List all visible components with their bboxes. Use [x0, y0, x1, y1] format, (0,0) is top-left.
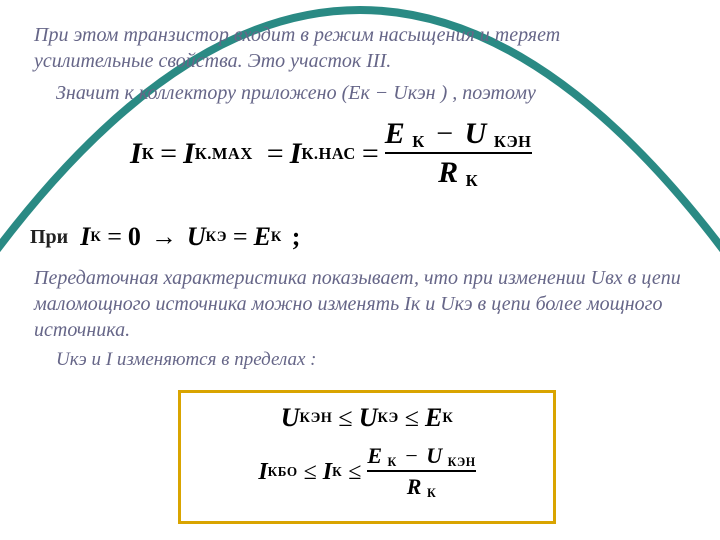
- numerator-2: E К − U КЭН: [367, 443, 475, 470]
- sub-kzn-b1: КЭН: [300, 410, 333, 427]
- sym-I-b2: I: [323, 459, 332, 486]
- sub-kzn-b2: КЭН: [448, 455, 476, 469]
- sym-U-pri: U: [187, 222, 206, 252]
- voltage-inequality: U КЭН ≤ U КЭ ≤ E К: [181, 403, 553, 433]
- sub-k-b4: К: [427, 486, 436, 500]
- sym-I-b1: I: [258, 459, 267, 486]
- transfer-char-text: Передаточная характеристика показывает, …: [34, 265, 694, 343]
- le-4: ≤: [342, 459, 367, 486]
- sym-U: U: [465, 117, 487, 150]
- sub-kmax: К.МАХ: [195, 144, 253, 164]
- sub-k-pri: К: [90, 229, 101, 246]
- fraction-2: E К − U КЭН R К: [367, 443, 475, 501]
- le-1: ≤: [332, 403, 358, 433]
- sym-E: E: [385, 117, 405, 150]
- sym-R-b1: R: [407, 474, 422, 499]
- fraction-1: E К − U КЭН R К: [385, 117, 532, 191]
- eq-2: =: [253, 137, 290, 171]
- eq-1: =: [154, 137, 183, 171]
- pri-label: При: [30, 226, 68, 249]
- sub-k-b3: К: [388, 455, 397, 469]
- canvas: При этом транзистор входит в режим насыщ…: [0, 0, 720, 540]
- sym-U-b3: U: [426, 443, 442, 468]
- sub-k-R: К: [466, 171, 478, 190]
- zero: 0: [128, 222, 141, 252]
- sub-k-b2: К: [332, 464, 342, 480]
- denominator-1: R К: [385, 152, 532, 191]
- sub-k-pri-E: К: [271, 229, 282, 246]
- sub-k-1: К: [142, 144, 154, 164]
- sym-I-3: I: [290, 137, 302, 171]
- eq-3: =: [356, 137, 385, 171]
- saturation-current-formula: I К = I К.МАХ = I К.НАС = E К − U КЭН R …: [130, 118, 690, 190]
- limits-box: U КЭН ≤ U КЭ ≤ E К I КБО ≤ I К ≤ E К: [178, 390, 556, 524]
- current-inequality: I КБО ≤ I К ≤ E К − U КЭН R К: [181, 443, 553, 501]
- sym-U-b2: U: [359, 403, 378, 433]
- sub-kze-pri: КЭ: [206, 229, 227, 246]
- numerator-1: E К − U КЭН: [385, 117, 532, 152]
- minus-2: −: [402, 443, 420, 468]
- sym-E-b2: E: [367, 443, 382, 468]
- limits-lead-text: Uкэ и I изменяются в пределах :: [56, 348, 656, 373]
- sym-E-pri: E: [254, 222, 271, 252]
- sym-I-pri: I: [80, 222, 90, 252]
- sym-R: R: [438, 156, 458, 189]
- intro-text-1: При этом транзистор входит в режим насыщ…: [34, 22, 684, 74]
- sym-U-b1: U: [281, 403, 300, 433]
- sym-I-2: I: [183, 137, 195, 171]
- condition-line: При I К = 0 → U КЭ = E К ;: [30, 220, 630, 254]
- content-layer: При этом транзистор входит в режим насыщ…: [0, 0, 720, 540]
- sub-kbo: КБО: [268, 464, 298, 480]
- eq-pri-1: =: [101, 222, 128, 252]
- sym-E-b1: E: [425, 403, 442, 433]
- eq-pri-2: =: [227, 222, 254, 252]
- pri-formula: I К = 0 → U КЭ = E К ;: [80, 222, 300, 252]
- minus-1: −: [432, 117, 457, 150]
- denominator-2: R К: [367, 470, 475, 501]
- sub-kzn-1: КЭН: [494, 132, 532, 151]
- le-2: ≤: [399, 403, 425, 433]
- sub-knas: К.НАС: [301, 144, 355, 164]
- sub-kze-b1: КЭ: [377, 410, 398, 427]
- arrow: →: [141, 222, 187, 252]
- sub-k-E: К: [412, 132, 424, 151]
- semicolon: ;: [292, 222, 301, 252]
- sym-I: I: [130, 137, 142, 171]
- sub-k-b1: К: [442, 410, 453, 427]
- intro-text-2: Значит к коллектору приложено (Eк − Uкэн…: [56, 80, 696, 106]
- le-3: ≤: [298, 459, 323, 486]
